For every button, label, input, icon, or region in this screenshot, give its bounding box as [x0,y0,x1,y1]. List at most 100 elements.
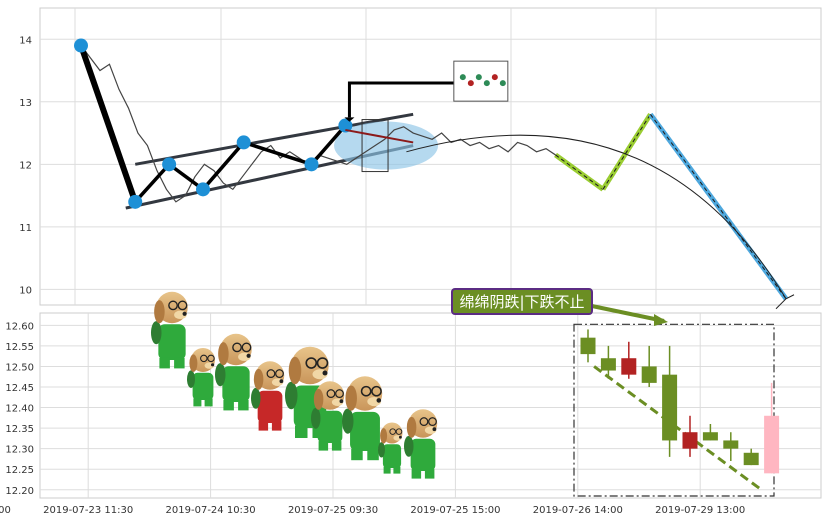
dog-glasses [419,417,429,427]
thumbnail-box [453,60,509,102]
dog-glasses [389,428,396,435]
dog-ear [313,388,324,410]
bottom-x-axis-ticks: 2019-07-22 13:00 2019-07-23 11:30 2019-07-… [0,505,745,516]
dog-glasses [207,354,215,363]
top-y-axis-ticks: 10 11 12 13 14 [19,35,32,296]
dog-ear [288,356,302,385]
bottom-x-tick-label: 2019-07-24 10:30 [166,505,256,516]
bottom-chart-marks [573,323,780,497]
dog-stickers [151,291,438,479]
dog-overalls [192,372,214,400]
dog-sticker [311,381,345,451]
dog-leg [238,399,249,411]
turning-point [162,157,177,172]
dog-leg [295,425,308,438]
dog-leg [223,399,234,411]
dog-overalls [158,324,186,360]
highlight-box [361,119,389,173]
trend-channel-upper [134,112,414,166]
forecast-dash [602,114,651,190]
dog-glasses [177,300,188,311]
callout-arrowhead [344,117,355,122]
dog-ear [218,342,229,366]
arc-end-mark [775,294,795,310]
top-y-tick-label: 10 [19,285,32,296]
dog-glasses [232,342,242,353]
candle-body [682,432,698,449]
thumbnail-figure [467,80,474,87]
bottom-x-tick-label: 2019-07-26 14:00 [533,505,623,516]
bottom-x-tick-label: 2019-07-25 09:30 [288,505,378,516]
bottom-x-tick-label: 2019-07-29 13:00 [655,505,745,516]
red-pattern-line [345,128,414,144]
dog-leg [318,441,329,451]
turning-point [236,135,251,150]
bottom-y-tick-label: 12.20 [5,486,34,497]
forecast-dash [650,113,787,300]
annotation-arrowhead [654,314,668,326]
dog-ear [253,368,264,390]
dog-nose [322,370,328,376]
forecast-dash [555,154,604,190]
dog-sticker [251,361,285,431]
dog-leg [383,466,391,474]
bottom-x-tick-label: 2019-07-22 13:00 [0,505,11,516]
top-y-tick-label: 11 [19,223,32,234]
thumbnail-figure [483,80,490,87]
bottom-y-axis-ticks: 12.20 12.25 12.30 12.35 12.40 12.45 12.50 12.55… [5,321,34,496]
candle-body [621,358,637,375]
dog-glasses [275,369,284,379]
dog-overalls [257,390,283,423]
dog-overalls [222,366,250,402]
candle-body [641,366,657,383]
dog-ear [345,385,357,411]
dog-leg [351,448,363,461]
dog-leg [331,441,342,451]
dog-leg [193,398,202,407]
dog-nose [376,398,382,403]
dog-sticker [151,291,188,369]
dog-backpack [311,407,321,429]
dog-ear [406,416,417,438]
annotation-box [451,288,593,315]
dog-nose [399,435,402,439]
dog-glasses [241,342,252,353]
dog-overalls [382,444,402,468]
dog-nose [432,427,437,432]
dog-leg [258,421,269,431]
dog-backpack [215,363,226,387]
pattern-frame [573,323,775,497]
turning-point [128,194,143,209]
thumbnail-figure [459,74,466,81]
pattern-trend-line [593,365,763,491]
dog-glasses [305,357,318,369]
dog-glasses [316,357,329,369]
turning-point [304,157,319,172]
dog-leg [424,469,435,479]
dog-leg [367,448,379,461]
dog-sticker [187,348,215,407]
dog-overalls [410,438,436,471]
dog-sticker [378,422,403,474]
candle-body [702,432,718,441]
dog-backpack [187,370,195,388]
dog-leg [174,357,185,369]
dog-nose [246,353,251,358]
top-y-tick-label: 13 [19,98,32,109]
dog-leg [271,421,282,431]
dog-overalls [350,411,380,451]
dog-backpack [404,435,414,457]
dog-ear [380,428,388,444]
projection-arc [406,134,787,300]
dog-leg [204,398,213,407]
dog-nose [182,311,187,316]
bottom-y-tick-label: 12.40 [5,404,34,415]
candle-body [662,374,678,441]
annotation-text: 绵绵阴跌|下跌不止 [459,293,584,311]
dog-backpack [342,408,354,434]
thumbnail-figure [499,80,506,87]
dog-sticker [342,376,383,461]
candle-body [743,452,759,466]
